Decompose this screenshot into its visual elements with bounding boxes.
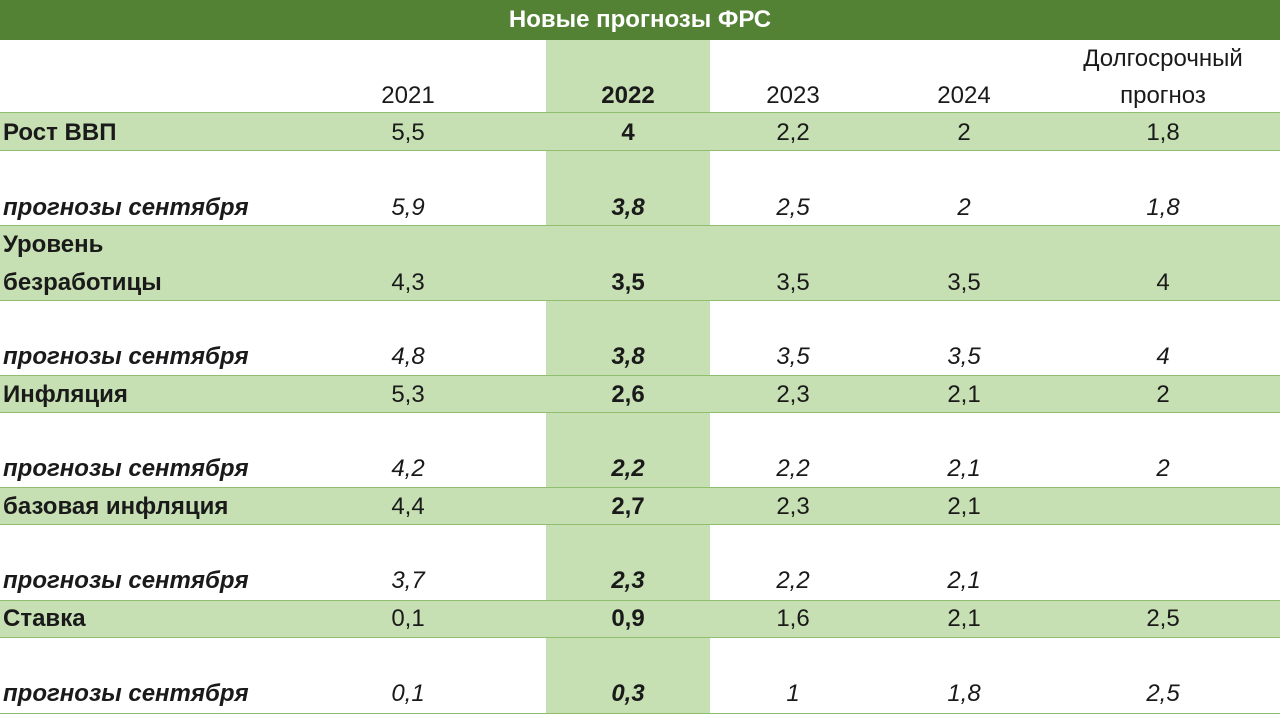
cell-2024: 1,8 — [947, 680, 981, 707]
cell-2021: 0,1 — [391, 680, 425, 707]
cell-2021: 4,8 — [391, 343, 425, 370]
cell-2023: 2,3 — [776, 381, 810, 408]
row-label: прогнозы сентября — [3, 567, 249, 594]
row-divider — [0, 487, 1280, 488]
row-label-line2: безработицы — [3, 269, 162, 296]
cell-2024: 2 — [957, 119, 971, 146]
cell-2021: 5,5 — [391, 119, 425, 146]
cell-2022: 0,9 — [611, 605, 645, 632]
cell-2024: 3,5 — [947, 343, 981, 370]
cell-long-term: 4 — [1156, 269, 1170, 296]
row-label-line1: Уровень — [3, 231, 104, 258]
row-label: Ставка — [3, 605, 86, 632]
row-divider — [0, 524, 1280, 525]
cell-2024: 3,5 — [947, 269, 981, 296]
row-label: Рост ВВП — [3, 119, 117, 146]
cell-2023: 2,2 — [776, 567, 810, 594]
header-2022: 2022 — [601, 82, 655, 109]
row-divider — [0, 375, 1280, 376]
header-2024: 2024 — [937, 82, 991, 109]
cell-2024: 2,1 — [947, 455, 981, 482]
cell-2023: 2,2 — [776, 455, 810, 482]
row-divider — [0, 300, 1280, 301]
cell-2024: 2,1 — [947, 567, 981, 594]
cell-long-term: 4 — [1156, 343, 1170, 370]
row-label: базовая инфляция — [3, 493, 229, 520]
cell-2023: 1,6 — [776, 605, 810, 632]
row-label: Инфляция — [3, 381, 128, 408]
row-label: прогнозы сентября — [3, 343, 249, 370]
cell-long-term: 2,5 — [1146, 605, 1180, 632]
row-label: прогнозы сентября — [3, 194, 249, 221]
cell-long-term: 2,5 — [1146, 680, 1180, 707]
cell-2023: 2,3 — [776, 493, 810, 520]
cell-2021: 5,9 — [391, 194, 425, 221]
header-2023: 2023 — [766, 82, 820, 109]
cell-2024: 2 — [957, 194, 971, 221]
cell-2023: 2,2 — [776, 119, 810, 146]
row-divider — [0, 412, 1280, 413]
cell-2023: 1 — [786, 680, 800, 707]
row-label: прогнозы сентября — [3, 680, 249, 707]
row-divider — [0, 112, 1280, 113]
cell-2022: 2,6 — [611, 381, 645, 408]
row-divider — [0, 150, 1280, 151]
cell-2024: 2,1 — [947, 605, 981, 632]
cell-2024: 2,1 — [947, 381, 981, 408]
cell-2021: 5,3 — [391, 381, 425, 408]
cell-2023: 3,5 — [776, 343, 810, 370]
cell-2022: 2,7 — [611, 493, 645, 520]
cell-2022: 3,8 — [611, 343, 645, 370]
cell-2021: 4,3 — [391, 269, 425, 296]
cell-2022: 2,2 — [611, 455, 645, 482]
cell-2021: 3,7 — [391, 567, 425, 594]
cell-long-term: 2 — [1156, 381, 1170, 408]
cell-long-term: 2 — [1156, 455, 1170, 482]
header-2021: 2021 — [381, 82, 435, 109]
row-divider — [0, 225, 1280, 226]
cell-2023: 3,5 — [776, 269, 810, 296]
table-title: Новые прогнозы ФРС — [0, 0, 1280, 40]
cell-2022: 3,8 — [611, 194, 645, 221]
highlight-column-2022 — [546, 40, 710, 714]
cell-2021: 0,1 — [391, 605, 425, 632]
cell-2022: 3,5 — [611, 269, 645, 296]
row-divider — [0, 600, 1280, 601]
cell-long-term: 1,8 — [1146, 119, 1180, 146]
cell-2024: 2,1 — [947, 493, 981, 520]
cell-2022: 0,3 — [611, 680, 645, 707]
cell-2023: 2,5 — [776, 194, 810, 221]
header-long-term-line1: Долгосрочный — [1083, 45, 1243, 72]
row-divider — [0, 713, 1280, 714]
cell-2022: 2,3 — [611, 567, 645, 594]
cell-2021: 4,2 — [391, 455, 425, 482]
row-divider — [0, 637, 1280, 638]
row-label: прогнозы сентября — [3, 455, 249, 482]
cell-long-term: 1,8 — [1146, 194, 1180, 221]
header-long-term-line2: прогноз — [1120, 82, 1206, 109]
cell-2021: 4,4 — [391, 493, 425, 520]
cell-2022: 4 — [621, 119, 635, 146]
